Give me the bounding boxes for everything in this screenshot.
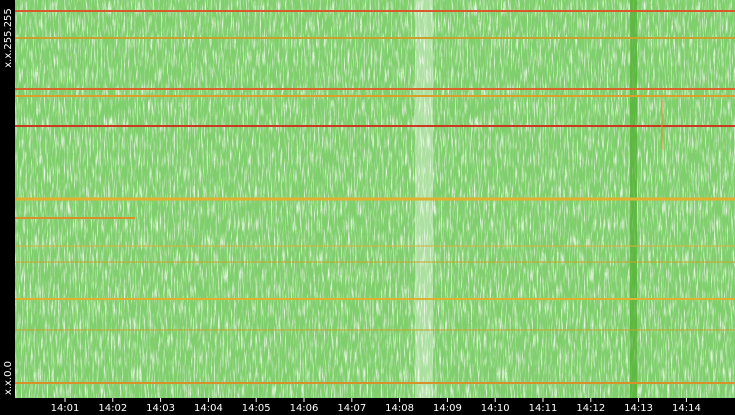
x-tick-label: 14:07 [337, 403, 366, 414]
x-axis: 14:01 14:02 14:03 14:04 14:05 14:06 14:07 14:08… [51, 398, 701, 414]
x-tick-label: 14:03 [146, 403, 175, 414]
y-label-bottom: x.x.0.0 [3, 361, 14, 395]
x-tick-label: 14:05 [242, 403, 271, 414]
x-tick-label: 14:04 [194, 403, 223, 414]
x-tick-label: 14:02 [98, 403, 127, 414]
y-label-top: x.x.255.255 [3, 8, 14, 68]
x-tick-label: 14:13 [624, 403, 653, 414]
x-tick-label: 14:09 [433, 403, 462, 414]
x-tick-label: 14:06 [290, 403, 319, 414]
x-tick-label: 14:14 [672, 403, 701, 414]
x-tick-label: 14:12 [576, 403, 605, 414]
heatmap-area [15, 0, 735, 398]
x-tick-label: 14:10 [481, 403, 510, 414]
x-tick-label: 14:11 [529, 403, 558, 414]
hot-rows [15, 10, 735, 384]
x-tick-label: 14:08 [385, 403, 414, 414]
x-tick-label: 14:01 [51, 403, 80, 414]
